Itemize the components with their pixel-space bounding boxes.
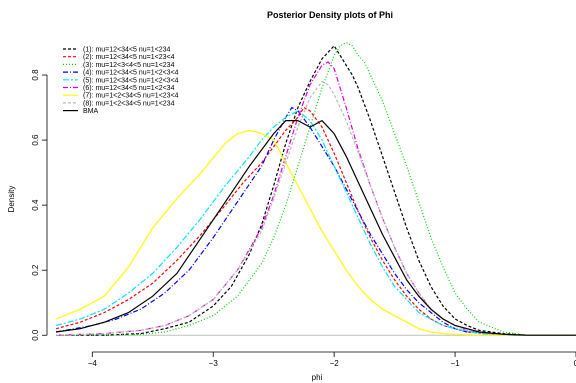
y-tick-label: 0.2 (31, 264, 40, 276)
x-tick-label: −1 (451, 359, 461, 368)
axes: −4 −3 −2 −1 0 0.0 0.2 0.4 0.6 0.8 (31, 69, 576, 368)
series-line-9 (55, 119, 576, 336)
series-line-7 (55, 129, 576, 336)
x-tick-label: −3 (209, 359, 219, 368)
chart-title: Posterior Density plots of Phi (267, 10, 393, 20)
legend-label-9: BMA (83, 108, 99, 115)
legend-label-2: (2): mu=12<34<5 nu=1<23<4 (83, 54, 175, 61)
y-axis-label: Density (7, 186, 16, 213)
x-tick-label: 0 (574, 359, 576, 368)
legend-label-8: (8): mu=1<2<34<5 nu=1<234 (83, 100, 175, 107)
legend: (1): mu=12<34<5 nu=1<234(2): mu=12<34<5 … (63, 47, 179, 115)
plot-area (55, 41, 576, 336)
legend-label-7: (7): mu=1<2<34<5 nu=1<23<4 (83, 93, 179, 100)
legend-label-6: (6): mu=12<34<5 nu=1<2<34 (83, 85, 175, 92)
y-tick-label: 0.0 (31, 329, 40, 341)
legend-label-3: (3): mu=12<3<4<5 nu=1<234 (83, 62, 175, 69)
y-tick-label: 0.8 (31, 69, 40, 81)
x-tick-label: −2 (330, 359, 340, 368)
x-tick-label: −4 (88, 359, 98, 368)
legend-label-5: (5): mu=12<34<5 nu=1<2<3<4 (83, 77, 179, 84)
legend-label-4: (4): mu=12<34<5 nu=1<2<3<4 (83, 70, 179, 77)
y-tick-label: 0.6 (31, 134, 40, 146)
series-line-1 (56, 44, 576, 336)
legend-label-1: (1): mu=12<34<5 nu=1<234 (83, 47, 170, 54)
series-line-2 (55, 106, 576, 336)
x-axis-label: phi (312, 373, 323, 382)
series-line-3 (56, 41, 576, 336)
series-line-5 (55, 110, 576, 336)
y-tick-label: 0.4 (31, 199, 40, 211)
